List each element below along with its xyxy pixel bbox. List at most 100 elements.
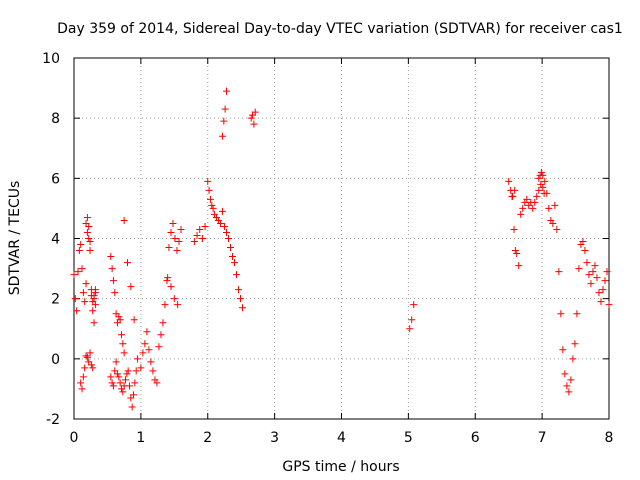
data-point — [513, 250, 521, 258]
data-point — [583, 259, 591, 267]
data-point — [77, 241, 85, 249]
data-point — [131, 379, 139, 387]
data-point — [531, 198, 539, 206]
x-tick-label: 6 — [471, 430, 480, 446]
data-point — [126, 382, 134, 390]
data-point — [196, 225, 204, 233]
data-point — [517, 210, 525, 218]
data-point — [127, 283, 135, 291]
data-point — [539, 183, 547, 191]
data-point — [595, 289, 603, 297]
data-point — [410, 301, 418, 309]
x-axis: 0 1 2 3 4 5 6 7 8 — [70, 58, 613, 446]
data-point — [204, 177, 212, 185]
data-point — [508, 192, 516, 200]
data-point — [164, 274, 172, 282]
y-tick-label: 8 — [51, 111, 60, 127]
data-point — [155, 343, 163, 351]
data-point — [90, 319, 98, 327]
data-point — [228, 253, 236, 261]
data-point — [89, 298, 97, 306]
x-tick-label: 5 — [404, 430, 413, 446]
data-series-sdtvar — [70, 87, 613, 411]
data-point — [86, 349, 94, 357]
data-point — [226, 244, 234, 252]
data-point — [585, 271, 593, 279]
data-point — [222, 87, 230, 95]
data-point — [565, 388, 573, 396]
data-point — [218, 132, 226, 140]
data-point — [108, 379, 116, 387]
data-point — [571, 340, 579, 348]
data-point — [115, 373, 123, 381]
data-point — [167, 228, 175, 236]
data-point — [537, 168, 545, 176]
data-point — [139, 349, 147, 357]
data-point — [563, 382, 571, 390]
data-point — [137, 364, 145, 372]
data-point — [109, 277, 117, 285]
data-point — [193, 231, 201, 239]
data-point — [220, 117, 228, 125]
data-point — [519, 204, 527, 212]
data-point — [406, 325, 414, 333]
data-point — [220, 222, 228, 230]
data-point — [116, 316, 124, 324]
data-point — [159, 319, 167, 327]
y-tick-label: 0 — [51, 352, 60, 368]
data-point — [167, 283, 175, 291]
data-point — [81, 298, 89, 306]
data-point — [221, 105, 229, 113]
data-point — [89, 364, 97, 372]
data-point — [108, 265, 116, 273]
data-point — [575, 265, 583, 273]
data-point — [545, 204, 553, 212]
data-point — [75, 247, 83, 255]
data-point — [536, 171, 544, 179]
data-point — [605, 301, 613, 309]
data-point — [90, 292, 98, 300]
data-point — [177, 225, 185, 233]
data-point — [117, 331, 125, 339]
data-point — [79, 373, 87, 381]
data-point — [250, 120, 258, 128]
data-point — [79, 289, 87, 297]
data-point — [523, 195, 531, 203]
data-point — [511, 247, 519, 255]
data-point — [535, 174, 543, 182]
data-point — [71, 295, 79, 303]
y-tick-label: 10 — [42, 51, 60, 67]
data-point — [157, 331, 165, 339]
data-point — [175, 238, 183, 246]
data-point — [569, 355, 577, 363]
data-point — [112, 358, 120, 366]
data-point — [116, 379, 124, 387]
y-tick-label: -2 — [46, 412, 60, 428]
data-point — [559, 346, 567, 354]
data-point — [89, 307, 97, 315]
data-point — [86, 238, 94, 246]
data-point — [597, 298, 605, 306]
data-point — [587, 280, 595, 288]
y-tick-label: 4 — [51, 232, 60, 248]
data-point — [109, 382, 117, 390]
data-point — [218, 207, 226, 215]
data-point — [91, 286, 99, 294]
data-point — [83, 228, 91, 236]
x-axis-label: GPS time / hours — [282, 459, 399, 475]
data-point — [170, 295, 178, 303]
data-point — [601, 277, 609, 285]
y-axis-label: SDTVAR / TECUs — [7, 181, 23, 296]
data-point — [235, 286, 243, 294]
data-point — [141, 340, 149, 348]
data-point — [124, 259, 131, 267]
data-point — [551, 201, 559, 209]
data-point — [540, 189, 548, 197]
data-point — [82, 280, 90, 288]
y-tick-label: 2 — [51, 292, 60, 308]
data-point — [505, 177, 513, 185]
data-point — [591, 262, 599, 270]
data-point — [247, 114, 255, 122]
data-point — [216, 219, 224, 227]
